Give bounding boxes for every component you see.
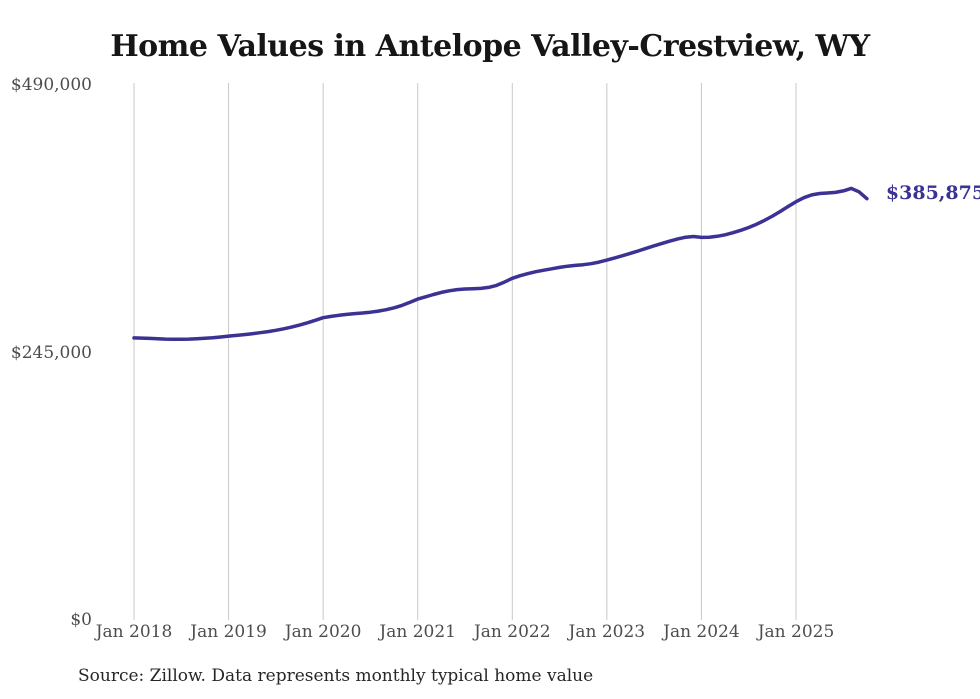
x-tick-label: Jan 2025 [757,622,835,642]
y-tick-label: $490,000 [10,75,92,95]
x-tick-label: Jan 2020 [284,622,362,642]
x-tick-label: Jan 2023 [568,622,646,642]
chart-title: Home Values in Antelope Valley-Crestview… [110,29,870,64]
x-tick-label: Jan 2022 [473,622,551,642]
current-value-label: $385,875 [885,181,980,204]
x-tick-label: Jan 2018 [95,622,173,642]
source-note: Source: Zillow. Data represents monthly … [78,666,594,686]
y-tick-label: $0 [70,610,92,630]
x-tick-label: Jan 2019 [190,622,267,642]
home-value-line [132,186,869,342]
x-tick-label: Jan 2021 [379,622,456,642]
y-tick-label: $245,000 [10,342,92,363]
x-tick-label: Jan 2024 [663,622,740,642]
